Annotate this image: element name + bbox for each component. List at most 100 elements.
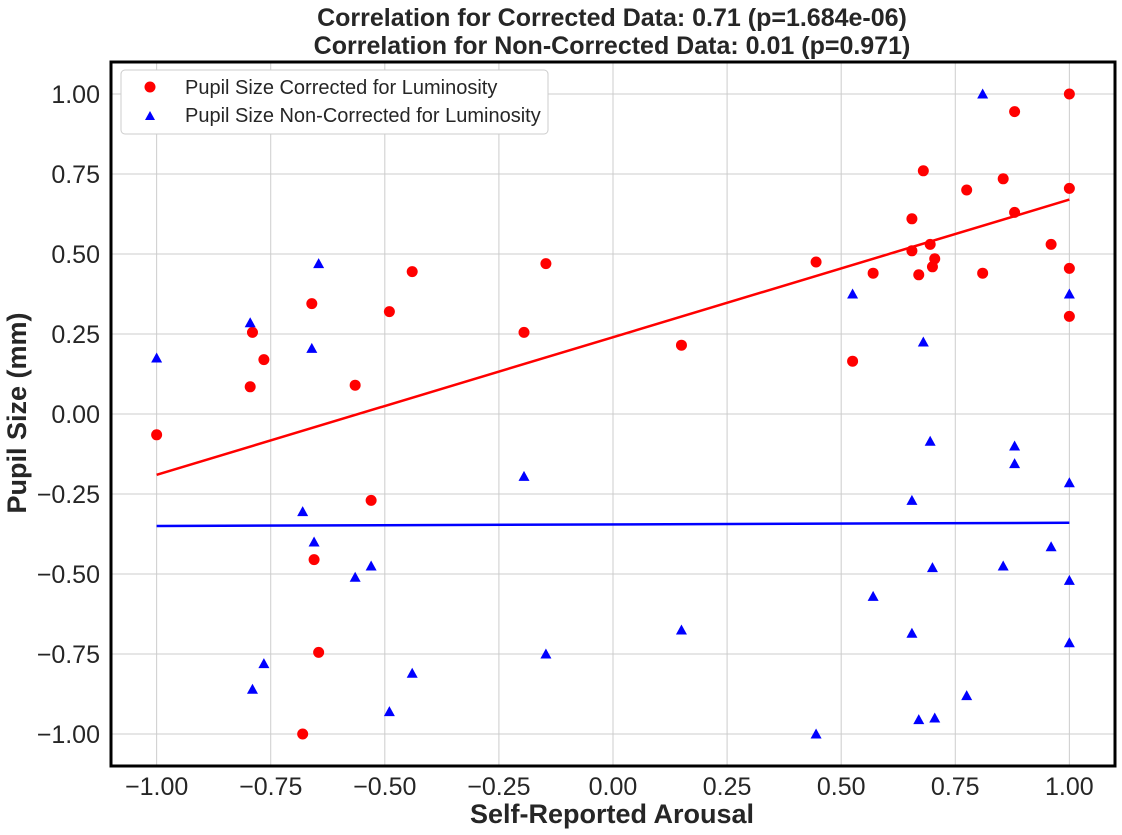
non-corrected-point (151, 352, 163, 363)
regression-lines (156, 198, 1070, 528)
x-axis-label: Self-Reported Arousal (470, 799, 754, 829)
chart-title-line-2: Correlation for Non-Corrected Data: 0.01… (314, 32, 911, 60)
non-corrected-point (913, 714, 925, 725)
corrected-point (306, 298, 318, 310)
x-tick-label: 0.25 (703, 773, 752, 801)
corrected-point (867, 267, 879, 279)
corrected-point (913, 269, 925, 281)
x-tick-label: 1.00 (1045, 773, 1094, 801)
corrected-point (246, 326, 258, 338)
corrected-point (1009, 106, 1021, 118)
y-tick-label: −0.50 (37, 561, 100, 589)
corrected-point (997, 173, 1009, 185)
chart-title: Correlation for Corrected Data: 0.71 (p=… (314, 4, 911, 60)
y-axis-ticks: 1.00 0.75 0.50 0.25 0.00 −0.25 −0.50 −0.75 −1.00 (37, 81, 100, 749)
x-axis-ticks: −1.00 −0.75 −0.50 −0.25 0.00 0.25 0.50 0.75 1.00 (125, 773, 1094, 801)
corrected-point (349, 379, 361, 391)
fit-line-non-corrected (156, 521, 1070, 528)
corrected-point (847, 355, 859, 367)
non-corrected-point (1063, 477, 1075, 488)
non-corrected-point (349, 571, 361, 582)
corrected-point (308, 554, 320, 566)
corrected-point (518, 326, 530, 338)
legend: Pupil Size Corrected for Luminosity Pupi… (120, 69, 549, 135)
non-corrected-point (246, 683, 258, 694)
non-corrected-point (313, 258, 325, 269)
y-axis-label: Pupil Size (mm) (2, 312, 32, 513)
y-tick-label: 0.00 (51, 401, 100, 429)
corrected-point (1009, 206, 1021, 218)
non-corrected-point (929, 712, 941, 723)
corrected-point (540, 258, 552, 270)
non-corrected-point (1045, 541, 1057, 552)
grid-lines (111, 62, 1115, 766)
corrected-point (906, 245, 918, 257)
series-non-corrected (151, 88, 1075, 739)
legend-box (120, 69, 549, 135)
data-points (151, 88, 1075, 740)
non-corrected-point (675, 624, 687, 635)
non-corrected-point (518, 470, 530, 481)
corrected-point (961, 184, 973, 196)
corrected-point (1063, 310, 1075, 322)
non-corrected-point (308, 536, 320, 547)
legend-label-corrected: Pupil Size Corrected for Luminosity (185, 77, 497, 99)
y-tick-label: 0.50 (51, 241, 100, 269)
x-tick-label: 0.50 (817, 773, 866, 801)
series-corrected (151, 88, 1075, 740)
non-corrected-point (977, 88, 989, 99)
corrected-point (1063, 262, 1075, 274)
non-corrected-point (961, 690, 973, 701)
corrected-point (258, 354, 270, 366)
x-tick-label: −0.50 (353, 773, 416, 801)
y-tick-label: 0.75 (51, 161, 100, 189)
legend-label-non-corrected: Pupil Size Non-Corrected for Luminosity (185, 105, 541, 127)
x-tick-label: 0.00 (589, 773, 638, 801)
non-corrected-point (244, 317, 256, 328)
non-corrected-point (383, 706, 395, 717)
corrected-point (906, 213, 918, 225)
non-corrected-point (906, 627, 918, 638)
legend-marker-corrected (144, 81, 156, 93)
non-corrected-point (1009, 458, 1021, 469)
non-corrected-point (847, 288, 859, 299)
non-corrected-point (926, 562, 938, 573)
non-corrected-point (1063, 288, 1075, 299)
non-corrected-point (306, 342, 318, 353)
chart-title-line-1: Correlation for Corrected Data: 0.71 (p=… (317, 4, 907, 32)
non-corrected-point (1009, 440, 1021, 451)
non-corrected-point (365, 560, 377, 571)
corrected-point (244, 381, 256, 393)
non-corrected-point (258, 658, 270, 669)
corrected-point (810, 256, 822, 268)
corrected-point (383, 306, 395, 318)
non-corrected-point (917, 336, 929, 347)
corrected-point (313, 646, 325, 658)
y-tick-label: −0.25 (37, 481, 100, 509)
non-corrected-point (1063, 637, 1075, 648)
non-corrected-point (997, 560, 1009, 571)
non-corrected-point (406, 667, 418, 678)
plot-frame (109, 60, 1117, 768)
x-tick-label: −1.00 (125, 773, 188, 801)
x-tick-label: 0.75 (931, 773, 980, 801)
y-tick-label: −1.00 (37, 721, 100, 749)
fit-line-corrected (156, 198, 1070, 476)
non-corrected-point (297, 506, 309, 517)
corrected-point (675, 339, 687, 351)
corrected-point (1063, 182, 1075, 194)
non-corrected-point (867, 590, 879, 601)
non-corrected-point (1063, 574, 1075, 585)
corrected-point (365, 494, 377, 506)
corrected-point (977, 267, 989, 279)
y-tick-label: 0.25 (51, 321, 100, 349)
x-tick-label: −0.25 (467, 773, 530, 801)
y-tick-label: 1.00 (51, 81, 100, 109)
corrected-point (917, 165, 929, 177)
non-corrected-point (906, 494, 918, 505)
corrected-point (151, 429, 163, 441)
legend-marker-non-corrected (145, 111, 155, 120)
corrected-point (297, 728, 309, 740)
non-corrected-point (540, 648, 552, 659)
